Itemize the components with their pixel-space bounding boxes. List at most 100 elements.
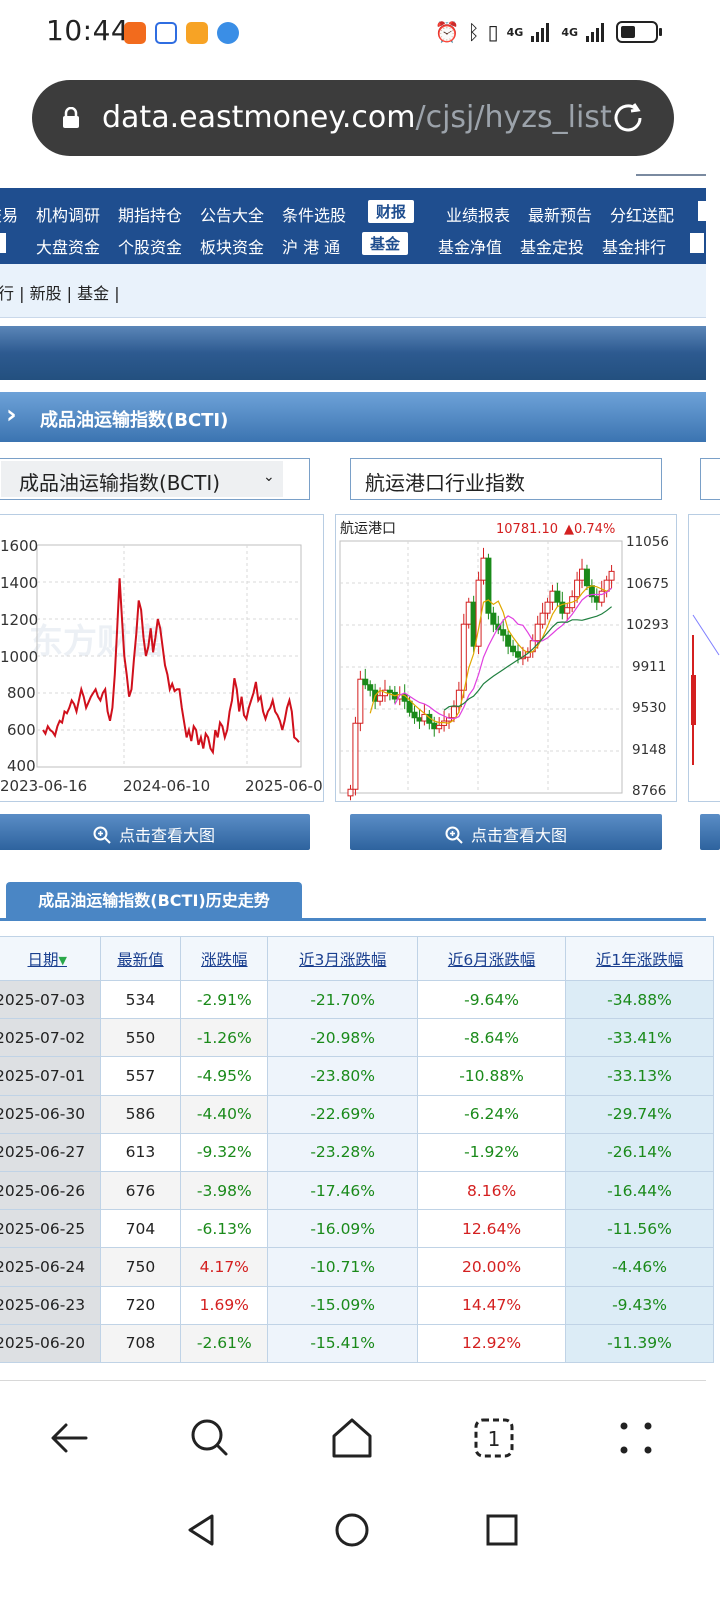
browser-toolbar: 1	[0, 1396, 720, 1480]
candle-body	[564, 607, 571, 614]
nav-item[interactable]: 个股资金	[118, 238, 183, 257]
candle-body	[357, 678, 364, 724]
baidu-icon	[155, 22, 177, 44]
address-bar[interactable]: data.eastmoney.com/cjsj/hyzs_list	[32, 80, 674, 156]
video-app-icon	[186, 22, 208, 44]
system-recents-icon[interactable]	[484, 1512, 520, 1548]
candle-body	[362, 678, 369, 686]
header-latest[interactable]: 最新值	[99, 936, 182, 981]
y-tick: 9530	[632, 700, 666, 716]
x-tick-labels: 2023-06-16 2024-06-10 2025-06-0	[0, 777, 323, 795]
candle-body	[431, 722, 438, 730]
button-label: 点击查看大图	[118, 826, 215, 845]
history-tab[interactable]: 成品油运输指数(BCTI)历史走势	[6, 882, 302, 920]
nav-item[interactable]: 条件选股	[282, 206, 347, 225]
cell-1y: -33.13%	[565, 1056, 714, 1096]
candle-body	[579, 568, 586, 581]
index-select[interactable]: 成品油运输指数(BCTI) ⌄	[0, 458, 310, 500]
table-row: 2025-07-03 534 -2.91% -21.70% -9.64% -34.88%	[0, 979, 714, 1020]
bcti-line-chart: 东方财富 1600 1400 1200 1000 800 600 400 202…	[0, 537, 323, 795]
nav-item[interactable]: 公告大全	[200, 206, 265, 225]
cell-change: -4.95%	[180, 1056, 269, 1096]
header-change[interactable]: 涨跌幅	[180, 936, 269, 981]
candle-body	[593, 596, 600, 603]
nav-item[interactable]: 基金排行	[602, 238, 667, 257]
candle-body	[505, 634, 512, 647]
cell-3m: -20.98%	[267, 1018, 419, 1058]
cell-1y: -9.43%	[565, 1285, 714, 1325]
bcti-chart-panel[interactable]: 东方财富 1600 1400 1200 1000 800 600 400 202…	[0, 514, 324, 802]
table-row: 2025-07-02 550 -1.26% -20.98% -8.64% -33.41%	[0, 1018, 714, 1058]
zoom-in-icon	[93, 826, 111, 844]
table-row: 2025-06-26 676 -3.98% -17.46% 8.16% -16.44%	[0, 1170, 714, 1211]
nav-item[interactable]: 基金净值	[438, 238, 503, 257]
bluetooth-icon: ᛒ	[467, 20, 480, 44]
header-date[interactable]: 日期▼	[0, 936, 101, 981]
y-tick: 1000	[0, 648, 38, 666]
nav-tag-caibao[interactable]: 财报	[368, 200, 415, 223]
y-tick: 1600	[0, 537, 38, 555]
cell-3m: -23.28%	[267, 1132, 419, 1172]
change-pct: ▲0.74%	[564, 522, 615, 537]
cell-1y: -4.46%	[565, 1247, 714, 1287]
url-path: /cjsj/hyzs_list	[415, 100, 612, 135]
industry-index-select[interactable]: 航运港口行业指数	[350, 458, 662, 500]
nav-item[interactable]: 业绩报表	[446, 206, 511, 225]
system-home-icon[interactable]	[334, 1512, 370, 1548]
system-back-icon[interactable]	[184, 1512, 220, 1548]
candle-body	[465, 601, 472, 625]
lock-icon	[63, 107, 79, 128]
sub-nav-links[interactable]: 行 | 新股 | 基金 |	[0, 284, 120, 303]
nav-item[interactable]: 期指持仓	[118, 206, 183, 225]
candle-body	[470, 601, 477, 647]
table-row: 2025-06-24 750 4.17% -10.71% 20.00% -4.46%	[0, 1247, 714, 1287]
candle-body	[500, 629, 507, 636]
y-tick: 400	[7, 757, 36, 775]
candle-body	[510, 645, 517, 653]
nav-item[interactable]: 机构调研	[36, 206, 101, 225]
back-icon[interactable]	[46, 1414, 94, 1462]
cell-latest: 550	[99, 1018, 182, 1058]
header-3m[interactable]: 近3月涨跌幅	[267, 936, 419, 981]
nav-item[interactable]: 分红送配	[610, 206, 675, 225]
menu-icon[interactable]	[612, 1414, 660, 1462]
cell-1y: -33.41%	[565, 1018, 714, 1058]
cell-1y: -11.56%	[565, 1209, 714, 1249]
search-icon[interactable]	[186, 1414, 234, 1462]
ma-line-yellow	[369, 585, 612, 724]
section-header: › 成品油运输指数(BCTI)	[0, 392, 706, 442]
cell-6m: 20.00%	[417, 1247, 567, 1287]
view-large-chart-button-2[interactable]: 点击查看大图	[350, 814, 662, 850]
cell-3m: -17.46%	[267, 1170, 419, 1211]
view-large-chart-button[interactable]: 点击查看大图	[0, 814, 310, 850]
nav-item[interactable]: 沪 港 通	[282, 238, 341, 257]
cell-latest: 534	[99, 979, 182, 1020]
url-text[interactable]: data.eastmoney.com/cjsj/hyzs_list	[102, 100, 612, 135]
refresh-icon[interactable]	[608, 98, 648, 138]
home-icon[interactable]	[328, 1414, 376, 1462]
tabs-count: 1	[488, 1427, 501, 1451]
header-6m[interactable]: 近6月涨跌幅	[417, 936, 567, 981]
nav-item[interactable]: 大盘资金	[36, 238, 101, 257]
nav-item[interactable]: 基金定投	[520, 238, 585, 257]
nav-tag-jijin[interactable]: 基金	[362, 232, 409, 255]
third-chart-panel[interactable]	[688, 514, 720, 802]
nav-item[interactable]: 板块资金	[200, 238, 265, 257]
shipping-index-chart-panel[interactable]: 航运港口 10781.10 ▲0.74% 11056 10675 10293 9…	[335, 514, 677, 802]
nav-item[interactable]: 最新预告	[528, 206, 593, 225]
cell-1y: -29.74%	[565, 1094, 714, 1134]
third-select[interactable]	[700, 458, 720, 500]
y-tick: 1400	[0, 574, 38, 592]
sort-down-icon: ▼	[58, 953, 67, 967]
signal-icon-2	[586, 23, 604, 42]
x-tick: 2025-06-0	[245, 777, 323, 795]
y-tick-labels: 11056 10675 10293 9911 9530 9148 8766	[626, 534, 669, 799]
signal-label-1: 4G	[506, 25, 524, 39]
view-large-chart-button-3[interactable]	[700, 814, 720, 850]
nav-item[interactable]: 交易	[0, 206, 19, 225]
cell-3m: -23.80%	[267, 1056, 419, 1096]
cell-6m: -6.24%	[417, 1094, 567, 1134]
tabs-icon[interactable]: 1	[470, 1414, 518, 1462]
header-1y[interactable]: 近1年涨跌幅	[565, 936, 714, 981]
candle-body	[574, 579, 581, 598]
